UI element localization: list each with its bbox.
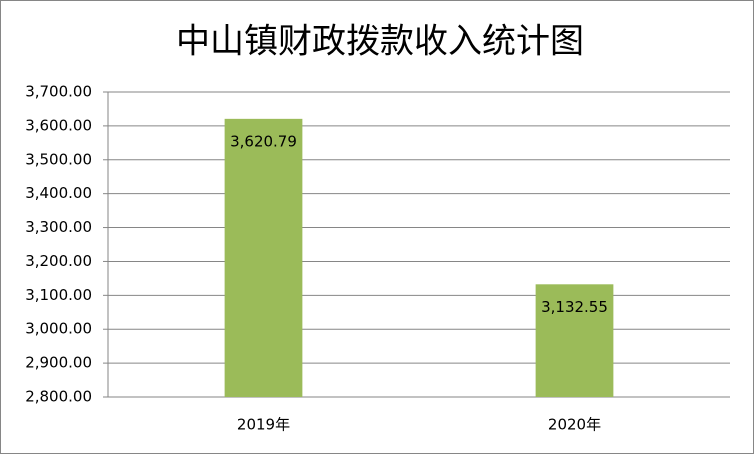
- data-label: 3,132.55: [541, 298, 608, 316]
- chart-title: 中山镇财政拨款收入统计图: [176, 22, 584, 62]
- y-tick-label: 3,400.00: [25, 184, 92, 202]
- data-label: 3,620.79: [230, 132, 297, 150]
- y-tick-label: 3,700.00: [25, 83, 92, 101]
- y-tick-label: 2,900.00: [25, 354, 92, 372]
- x-tick-label: 2019年: [237, 416, 290, 434]
- y-tick-label: 3,500.00: [25, 150, 92, 168]
- y-tick-label: 3,300.00: [25, 218, 92, 236]
- bar: [224, 118, 303, 398]
- y-tick-label: 3,100.00: [25, 286, 92, 304]
- bar: [535, 284, 614, 397]
- y-tick-label: 2,800.00: [25, 388, 92, 406]
- y-tick-label: 3,600.00: [25, 116, 92, 134]
- y-tick-label: 3,000.00: [25, 320, 92, 338]
- x-tick-label: 2020年: [548, 416, 601, 434]
- y-tick-label: 3,200.00: [25, 252, 92, 270]
